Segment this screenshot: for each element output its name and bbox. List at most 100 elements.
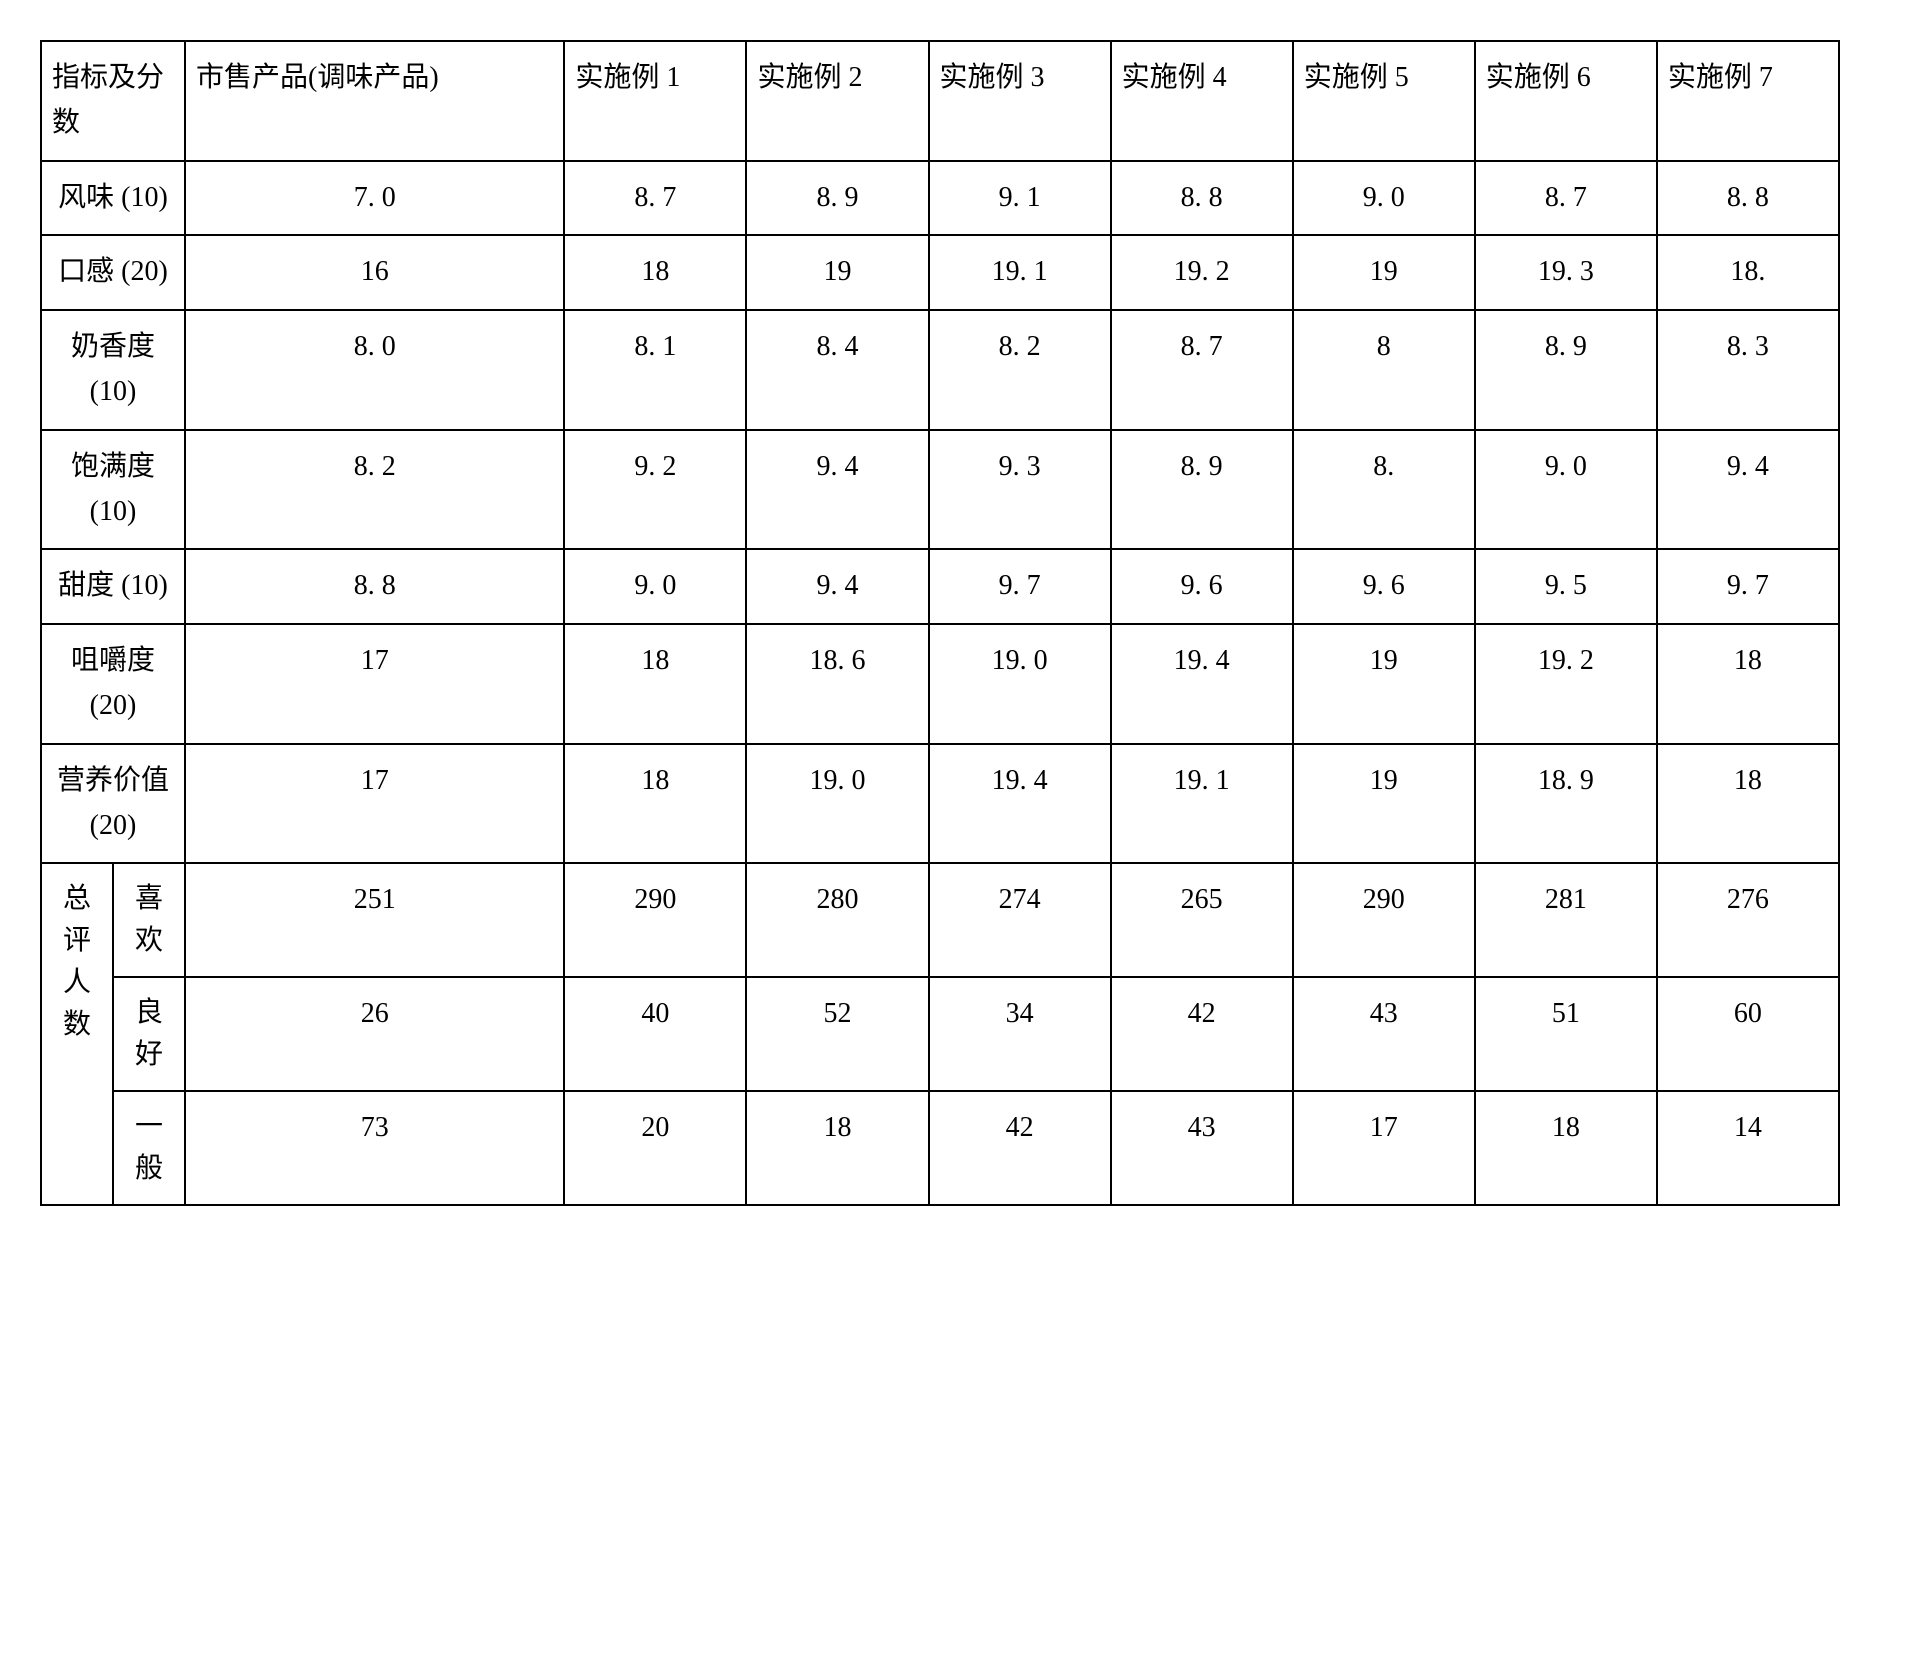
cell-value: 18	[564, 624, 746, 744]
cell-value: 9. 6	[1293, 549, 1475, 624]
cell-value: 8. 2	[185, 430, 564, 550]
cell-value: 8.	[1293, 430, 1475, 550]
cell-value: 43	[1111, 1091, 1293, 1205]
cell-value: 8. 7	[1475, 161, 1657, 236]
cell-value: 8. 8	[1657, 161, 1839, 236]
cell-value: 18	[564, 235, 746, 310]
cell-value: 18. 9	[1475, 744, 1657, 864]
cell-value: 9. 1	[929, 161, 1111, 236]
cell-value: 9. 0	[1293, 161, 1475, 236]
cell-value: 19. 0	[746, 744, 928, 864]
summary-sub-label: 良好	[113, 977, 185, 1091]
cell-value: 17	[185, 624, 564, 744]
cell-value: 18	[564, 744, 746, 864]
cell-value: 34	[929, 977, 1111, 1091]
cell-value: 8	[1293, 310, 1475, 430]
cell-value: 9. 4	[746, 430, 928, 550]
table-row: 风味 (10)7. 08. 78. 99. 18. 89. 08. 78. 8	[41, 161, 1839, 236]
col-header-ex4: 实施例 4	[1111, 41, 1293, 161]
cell-value: 17	[185, 744, 564, 864]
row-label: 奶香度 (10)	[41, 310, 185, 430]
cell-value: 18	[1475, 1091, 1657, 1205]
cell-value: 20	[564, 1091, 746, 1205]
cell-value: 18	[746, 1091, 928, 1205]
cell-value: 276	[1657, 863, 1839, 977]
cell-value: 280	[746, 863, 928, 977]
cell-value: 19. 3	[1475, 235, 1657, 310]
cell-value: 19. 1	[929, 235, 1111, 310]
cell-value: 19	[746, 235, 928, 310]
col-header-market: 市售产品(调味产品)	[185, 41, 564, 161]
summary-row: 总评人数喜欢251290280274265290281276	[41, 863, 1839, 977]
cell-value: 8. 3	[1657, 310, 1839, 430]
col-header-ex2: 实施例 2	[746, 41, 928, 161]
cell-value: 40	[564, 977, 746, 1091]
summary-sub-label: 一般	[113, 1091, 185, 1205]
cell-value: 17	[1293, 1091, 1475, 1205]
cell-value: 19. 2	[1111, 235, 1293, 310]
cell-value: 9. 0	[1475, 430, 1657, 550]
row-label: 饱满度 (10)	[41, 430, 185, 550]
col-header-ex1: 实施例 1	[564, 41, 746, 161]
cell-value: 52	[746, 977, 928, 1091]
cell-value: 290	[1293, 863, 1475, 977]
cell-value: 8. 0	[185, 310, 564, 430]
table-header-row: 指标及分数 市售产品(调味产品) 实施例 1 实施例 2 实施例 3 实施例 4…	[41, 41, 1839, 161]
cell-value: 274	[929, 863, 1111, 977]
cell-value: 9. 4	[1657, 430, 1839, 550]
cell-value: 251	[185, 863, 564, 977]
cell-value: 8. 1	[564, 310, 746, 430]
cell-value: 19. 0	[929, 624, 1111, 744]
cell-value: 51	[1475, 977, 1657, 1091]
summary-group-label: 总评人数	[41, 863, 113, 1205]
col-header-ex3: 实施例 3	[929, 41, 1111, 161]
col-header-ex7: 实施例 7	[1657, 41, 1839, 161]
cell-value: 18	[1657, 624, 1839, 744]
summary-row: 良好2640523442435160	[41, 977, 1839, 1091]
cell-value: 9. 0	[564, 549, 746, 624]
summary-sub-label: 喜欢	[113, 863, 185, 977]
cell-value: 8. 2	[929, 310, 1111, 430]
cell-value: 18.	[1657, 235, 1839, 310]
cell-value: 9. 7	[929, 549, 1111, 624]
table-row: 饱满度 (10)8. 29. 29. 49. 38. 98.9. 09. 4	[41, 430, 1839, 550]
cell-value: 19	[1293, 744, 1475, 864]
cell-value: 281	[1475, 863, 1657, 977]
row-label: 口感 (20)	[41, 235, 185, 310]
table-row: 营养价值 (20)171819. 019. 419. 11918. 918	[41, 744, 1839, 864]
row-label: 甜度 (10)	[41, 549, 185, 624]
row-label: 咀嚼度 (20)	[41, 624, 185, 744]
cell-value: 265	[1111, 863, 1293, 977]
cell-value: 9. 4	[746, 549, 928, 624]
row-label: 风味 (10)	[41, 161, 185, 236]
cell-value: 8. 9	[1475, 310, 1657, 430]
cell-value: 8. 9	[746, 161, 928, 236]
cell-value: 8. 9	[1111, 430, 1293, 550]
cell-value: 8. 4	[746, 310, 928, 430]
cell-value: 42	[1111, 977, 1293, 1091]
cell-value: 8. 8	[185, 549, 564, 624]
col-header-ex6: 实施例 6	[1475, 41, 1657, 161]
cell-value: 43	[1293, 977, 1475, 1091]
cell-value: 19. 4	[1111, 624, 1293, 744]
table-row: 奶香度 (10)8. 08. 18. 48. 28. 788. 98. 3	[41, 310, 1839, 430]
cell-value: 9. 7	[1657, 549, 1839, 624]
cell-value: 14	[1657, 1091, 1839, 1205]
cell-value: 18	[1657, 744, 1839, 864]
cell-value: 19	[1293, 624, 1475, 744]
cell-value: 19. 1	[1111, 744, 1293, 864]
cell-value: 7. 0	[185, 161, 564, 236]
col-header-ex5: 实施例 5	[1293, 41, 1475, 161]
cell-value: 60	[1657, 977, 1839, 1091]
col-header-metric: 指标及分数	[41, 41, 185, 161]
cell-value: 9. 3	[929, 430, 1111, 550]
cell-value: 19	[1293, 235, 1475, 310]
cell-value: 19. 4	[929, 744, 1111, 864]
table-row: 咀嚼度 (20)171818. 619. 019. 41919. 218	[41, 624, 1839, 744]
cell-value: 8. 7	[564, 161, 746, 236]
table-row: 口感 (20)16181919. 119. 21919. 318.	[41, 235, 1839, 310]
cell-value: 26	[185, 977, 564, 1091]
table-row: 甜度 (10)8. 89. 09. 49. 79. 69. 69. 59. 7	[41, 549, 1839, 624]
summary-row: 一般7320184243171814	[41, 1091, 1839, 1205]
cell-value: 8. 7	[1111, 310, 1293, 430]
